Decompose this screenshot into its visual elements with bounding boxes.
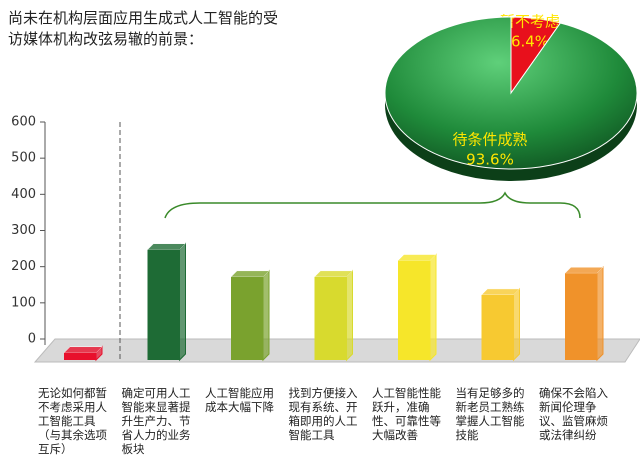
bar: [314, 276, 347, 360]
x-tick-label: 当有足够多的新老员工熟练掌握人工智能技能: [455, 386, 525, 442]
bar-side: [513, 287, 520, 362]
bar-top: [313, 270, 354, 278]
y-tick-label: 100: [11, 295, 36, 310]
chart-title: 尚未在机构层面应用生成式人工智能的受访媒体机构改弦易辙的前景：: [8, 9, 279, 48]
bar-side: [346, 269, 353, 362]
x-tick-label: 人工智能性能跃升，准确性、可靠性等大幅改善: [372, 386, 441, 442]
bar-side: [429, 253, 437, 362]
y-tick-label: 0: [28, 332, 36, 347]
bar-top: [63, 346, 103, 354]
x-tick-label: 找到方便接入现有系统、开箱即用的人工智能工具: [288, 386, 358, 442]
y-tick-label: 400: [11, 187, 36, 202]
pie-label: 待条件成熟: [452, 131, 527, 149]
bar: [64, 352, 96, 360]
bar-side: [262, 269, 270, 362]
bar: [398, 260, 430, 360]
y-tick-label: 600: [11, 115, 36, 130]
bar-top: [397, 254, 437, 261]
pie-label: 暂不考虑: [500, 13, 560, 31]
bar: [231, 276, 263, 360]
bar-top: [480, 288, 521, 296]
pie-value-label: 6.4%: [511, 33, 549, 51]
bar: [147, 249, 180, 360]
y-tick-label: 200: [11, 259, 36, 274]
pie-slice: [384, 16, 638, 170]
bar: [481, 294, 514, 360]
bar-top: [564, 266, 604, 274]
bar: [565, 273, 597, 360]
bracket: [164, 191, 581, 219]
bar-side: [596, 265, 604, 362]
bar-top: [146, 243, 187, 250]
x-tick-label: 确定可用人工智能来显著提升生产力、节省人力的业务板块: [121, 386, 191, 456]
y-tick-label: 500: [11, 151, 36, 166]
y-tick-label: 300: [11, 223, 36, 238]
bar-side: [179, 242, 186, 362]
bar-top: [230, 270, 270, 278]
x-tick-label: 人工智能应用成本大幅下降: [205, 386, 274, 414]
x-tick-label: 无论如何都暂不考虑采用人工智能工具（与其余选项互斥）: [38, 386, 107, 456]
x-tick-label: 确保不会陷入新闻伦理争议、监管麻烦或法律纠纷: [539, 386, 608, 442]
pie-value-label: 93.6%: [466, 151, 514, 169]
